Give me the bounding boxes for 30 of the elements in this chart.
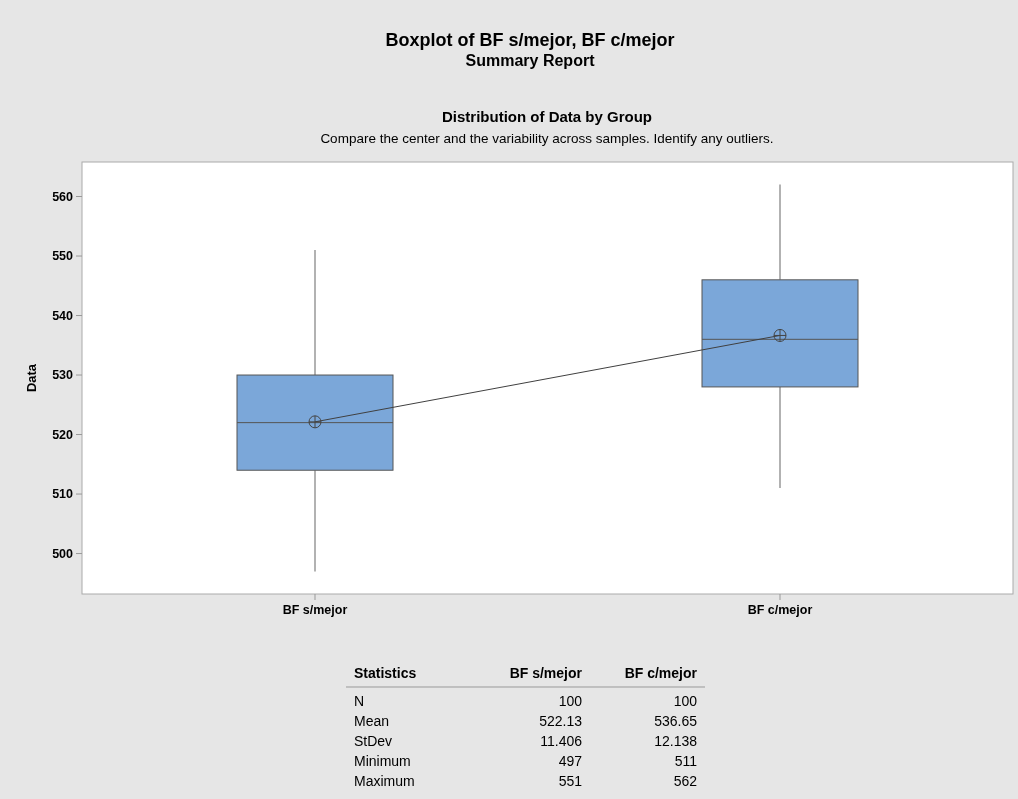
y-tick-label: 560 bbox=[52, 189, 74, 204]
text: StDev bbox=[354, 733, 393, 749]
y-axis-title: Data bbox=[24, 363, 39, 393]
text: 497 bbox=[558, 753, 583, 769]
y-tick-label: 510 bbox=[52, 487, 74, 502]
y-tick-label: 540 bbox=[52, 308, 74, 323]
text: Compare the center and the variability across samples. Identify any outliers. bbox=[320, 131, 774, 146]
chart-subtitle: Summary Report bbox=[465, 52, 596, 69]
text: 100 bbox=[558, 693, 583, 709]
text: 11.406 bbox=[540, 733, 583, 749]
text: BF s/mejor bbox=[509, 665, 583, 681]
text: 100 bbox=[673, 693, 698, 709]
text: N bbox=[354, 693, 365, 709]
text: Statistics bbox=[354, 665, 417, 681]
text: BF c/mejor bbox=[624, 665, 698, 681]
text: Mean bbox=[354, 713, 390, 729]
text: 551 bbox=[558, 773, 583, 789]
text: 12.138 bbox=[654, 733, 698, 749]
y-tick-label: 520 bbox=[52, 427, 74, 442]
text: 511 bbox=[674, 753, 698, 769]
y-tick-label: 550 bbox=[52, 249, 74, 264]
text: Minimum bbox=[354, 753, 411, 769]
text: Distribution of Data by Group bbox=[442, 108, 652, 125]
y-tick-label: 530 bbox=[52, 368, 74, 383]
text: 562 bbox=[673, 773, 698, 789]
text: 522.13 bbox=[539, 713, 583, 729]
y-tick-label: 500 bbox=[52, 546, 74, 561]
chart-title: Boxplot of BF s/mejor, BF c/mejor bbox=[385, 30, 675, 50]
text: Maximum bbox=[354, 773, 415, 789]
text: 536.65 bbox=[654, 713, 698, 729]
